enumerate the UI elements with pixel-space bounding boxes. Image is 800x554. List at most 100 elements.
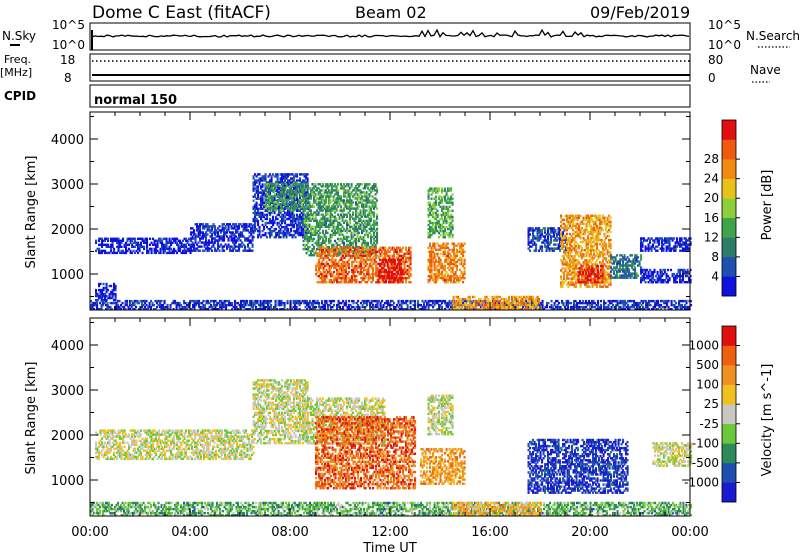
power-cell [594,242,597,246]
power-cell [238,227,241,230]
power-cell [318,252,321,255]
power-cell [442,268,445,272]
power-cell [343,260,346,264]
power-cell [606,279,609,282]
power-cell [450,258,453,262]
power-cell [435,278,438,282]
power-cell [344,235,347,239]
power-cell [322,248,325,251]
power-cell [444,197,447,200]
power-cell [137,243,140,246]
power-cell [584,267,587,270]
power-cell [257,191,260,194]
power-cell [269,227,272,231]
power-cell [269,217,272,221]
power-cell [453,260,456,264]
power-cell [401,281,404,284]
power-cell [590,257,593,260]
power-cell [203,241,206,244]
power-cell [346,219,349,222]
power-cell [561,238,564,242]
power-cell [183,237,186,240]
power-cell [315,250,318,253]
power-cell [379,272,382,276]
power-cell [117,239,120,242]
power-cell [343,250,346,253]
power-cell [352,268,355,272]
power-cell [257,187,260,190]
power-cell [409,266,412,270]
power-cell [332,195,335,198]
power-cell [569,253,572,256]
power-cell [293,229,296,233]
power-cell [319,197,322,200]
power-cell [569,257,572,260]
power-cell [239,245,242,248]
power-cell [337,193,340,196]
power-cell [233,245,236,248]
power-cell [226,229,229,232]
power-cell [367,270,370,274]
power-cell [365,221,368,224]
power-cell [110,247,113,251]
power-cell [453,242,456,245]
power-cell [122,239,125,242]
power-cell [432,215,435,219]
power-cell [430,258,433,262]
power-cell [264,233,267,237]
power-cell [427,278,430,282]
power-cell [609,279,612,282]
power-cell [304,201,307,204]
power-cell [450,197,453,200]
power-cell [268,196,271,200]
power-cell [211,229,214,232]
power-cell [359,217,362,220]
power-cell [578,277,581,280]
power-cell [367,264,370,268]
power-cell [272,221,275,225]
power-cell [276,179,279,182]
power-cell [159,237,162,240]
power-cell [579,240,582,244]
power-cell [560,269,563,272]
power-cell [585,218,588,222]
power-cell [360,256,363,260]
power-cell [305,199,308,202]
power-cell [239,231,242,234]
power-cell [345,252,348,255]
power-cell [330,258,333,262]
power-cell [297,221,300,225]
power-cell [343,262,346,266]
power-cell [355,260,358,264]
power-cell [596,245,599,248]
power-cell [383,268,386,272]
power-cell [427,191,430,194]
power-cell [579,214,582,217]
power-cell [345,268,348,272]
power-cell [403,270,406,274]
power-cell [313,231,316,235]
power-cell [547,233,550,236]
power-cell [439,201,442,204]
power-cell [533,241,536,244]
power-cell [451,215,454,219]
power-cell [255,201,258,204]
power-cell [302,239,305,243]
power-cell [594,263,597,266]
power-cell [567,218,570,222]
power-cell [456,268,459,272]
power-cell [564,236,567,240]
power-cell [587,230,590,234]
power-cell [364,185,367,188]
power-cell [349,229,352,233]
power-cell [380,274,383,278]
power-cell [355,217,358,220]
power-cell [272,229,275,233]
power-cell [304,237,307,241]
power-cell [318,262,321,266]
power-cell [448,274,451,278]
power-cell [408,252,411,255]
power-cell [302,189,305,192]
power-cell [557,237,560,240]
power-cell [321,274,324,278]
